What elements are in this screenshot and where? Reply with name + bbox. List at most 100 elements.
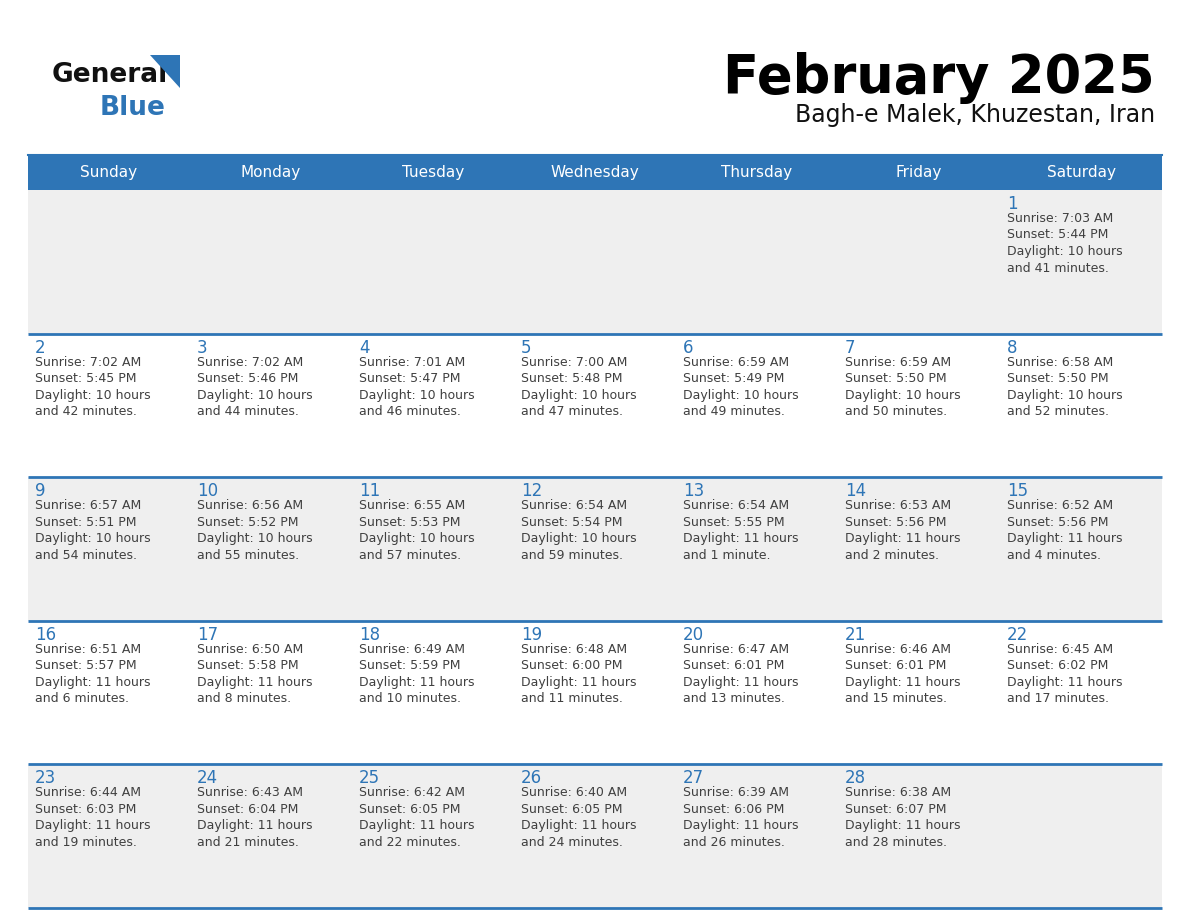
Text: Daylight: 11 hours: Daylight: 11 hours	[1007, 676, 1123, 688]
Bar	[352, 477, 514, 621]
Bar	[838, 477, 1000, 621]
Text: 26: 26	[522, 769, 542, 788]
Text: and 1 minute.: and 1 minute.	[683, 549, 771, 562]
Text: Daylight: 11 hours: Daylight: 11 hours	[845, 820, 961, 833]
Text: Sunrise: 6:59 AM: Sunrise: 6:59 AM	[683, 355, 789, 369]
Text: Sunset: 6:00 PM: Sunset: 6:00 PM	[522, 659, 623, 672]
Bar	[29, 765, 190, 908]
Text: Saturday: Saturday	[1047, 165, 1116, 180]
Bar	[676, 477, 838, 621]
Text: Sunrise: 7:03 AM: Sunrise: 7:03 AM	[1007, 212, 1113, 225]
Bar	[514, 477, 676, 621]
Bar	[1000, 621, 1162, 765]
Text: Sunrise: 6:44 AM: Sunrise: 6:44 AM	[34, 787, 141, 800]
Text: Daylight: 11 hours: Daylight: 11 hours	[683, 820, 798, 833]
Polygon shape	[150, 55, 181, 88]
Text: and 59 minutes.: and 59 minutes.	[522, 549, 623, 562]
Bar	[514, 155, 676, 190]
Bar	[676, 333, 838, 477]
Text: and 44 minutes.: and 44 minutes.	[197, 405, 299, 418]
Bar	[29, 333, 190, 477]
Text: Sunset: 5:45 PM: Sunset: 5:45 PM	[34, 372, 137, 385]
Bar	[838, 765, 1000, 908]
Bar	[676, 190, 838, 333]
Text: and 4 minutes.: and 4 minutes.	[1007, 549, 1101, 562]
Text: Sunrise: 6:49 AM: Sunrise: 6:49 AM	[359, 643, 465, 655]
Text: Sunset: 5:50 PM: Sunset: 5:50 PM	[845, 372, 947, 385]
Text: Sunset: 5:52 PM: Sunset: 5:52 PM	[197, 516, 298, 529]
Bar	[29, 155, 190, 190]
Text: Sunrise: 6:47 AM: Sunrise: 6:47 AM	[683, 643, 789, 655]
Text: Sunset: 6:01 PM: Sunset: 6:01 PM	[845, 659, 947, 672]
Bar	[190, 333, 352, 477]
Text: Daylight: 10 hours: Daylight: 10 hours	[34, 532, 151, 545]
Bar	[352, 190, 514, 333]
Text: Daylight: 10 hours: Daylight: 10 hours	[1007, 245, 1123, 258]
Text: 19: 19	[522, 626, 542, 644]
Text: 24: 24	[197, 769, 219, 788]
Text: Sunrise: 6:46 AM: Sunrise: 6:46 AM	[845, 643, 952, 655]
Bar	[190, 155, 352, 190]
Text: 13: 13	[683, 482, 704, 500]
Text: Daylight: 10 hours: Daylight: 10 hours	[683, 388, 798, 401]
Text: Daylight: 11 hours: Daylight: 11 hours	[197, 676, 312, 688]
Text: and 17 minutes.: and 17 minutes.	[1007, 692, 1110, 705]
Text: Daylight: 10 hours: Daylight: 10 hours	[197, 388, 312, 401]
Text: Sunset: 5:46 PM: Sunset: 5:46 PM	[197, 372, 298, 385]
Text: and 19 minutes.: and 19 minutes.	[34, 836, 137, 849]
Text: Sunrise: 6:56 AM: Sunrise: 6:56 AM	[197, 499, 303, 512]
Text: Sunrise: 6:59 AM: Sunrise: 6:59 AM	[845, 355, 952, 369]
Text: Sunset: 5:51 PM: Sunset: 5:51 PM	[34, 516, 137, 529]
Text: Daylight: 11 hours: Daylight: 11 hours	[34, 676, 151, 688]
Text: 27: 27	[683, 769, 704, 788]
Text: Sunday: Sunday	[81, 165, 138, 180]
Text: Sunrise: 6:54 AM: Sunrise: 6:54 AM	[522, 499, 627, 512]
Text: and 24 minutes.: and 24 minutes.	[522, 836, 623, 849]
Text: Daylight: 10 hours: Daylight: 10 hours	[522, 388, 637, 401]
Text: Daylight: 10 hours: Daylight: 10 hours	[359, 532, 475, 545]
Text: Blue: Blue	[100, 95, 166, 121]
Text: Sunrise: 6:43 AM: Sunrise: 6:43 AM	[197, 787, 303, 800]
Bar	[352, 765, 514, 908]
Text: Sunset: 5:59 PM: Sunset: 5:59 PM	[359, 659, 461, 672]
Text: Daylight: 10 hours: Daylight: 10 hours	[522, 532, 637, 545]
Text: General: General	[52, 62, 169, 88]
Text: Bagh-e Malek, Khuzestan, Iran: Bagh-e Malek, Khuzestan, Iran	[795, 103, 1155, 127]
Text: Sunrise: 6:38 AM: Sunrise: 6:38 AM	[845, 787, 952, 800]
Text: Sunset: 6:04 PM: Sunset: 6:04 PM	[197, 803, 298, 816]
Text: Sunrise: 6:52 AM: Sunrise: 6:52 AM	[1007, 499, 1113, 512]
Text: Sunrise: 7:02 AM: Sunrise: 7:02 AM	[197, 355, 303, 369]
Text: 4: 4	[359, 339, 369, 356]
Bar	[514, 190, 676, 333]
Text: 7: 7	[845, 339, 855, 356]
Text: 10: 10	[197, 482, 219, 500]
Text: 8: 8	[1007, 339, 1017, 356]
Text: and 21 minutes.: and 21 minutes.	[197, 836, 299, 849]
Text: 6: 6	[683, 339, 694, 356]
Text: 15: 15	[1007, 482, 1028, 500]
Text: Sunrise: 7:00 AM: Sunrise: 7:00 AM	[522, 355, 627, 369]
Text: 5: 5	[522, 339, 531, 356]
Text: Sunrise: 6:50 AM: Sunrise: 6:50 AM	[197, 643, 303, 655]
Text: 25: 25	[359, 769, 380, 788]
Text: 23: 23	[34, 769, 56, 788]
Bar	[29, 477, 190, 621]
Text: Sunrise: 6:48 AM: Sunrise: 6:48 AM	[522, 643, 627, 655]
Text: Sunrise: 6:55 AM: Sunrise: 6:55 AM	[359, 499, 466, 512]
Text: Sunset: 5:55 PM: Sunset: 5:55 PM	[683, 516, 784, 529]
Text: Daylight: 11 hours: Daylight: 11 hours	[683, 532, 798, 545]
Text: 12: 12	[522, 482, 542, 500]
Text: and 50 minutes.: and 50 minutes.	[845, 405, 947, 418]
Text: Tuesday: Tuesday	[402, 165, 465, 180]
Bar	[190, 621, 352, 765]
Text: Sunset: 6:01 PM: Sunset: 6:01 PM	[683, 659, 784, 672]
Text: Sunset: 5:58 PM: Sunset: 5:58 PM	[197, 659, 298, 672]
Bar	[352, 621, 514, 765]
Text: Sunrise: 6:45 AM: Sunrise: 6:45 AM	[1007, 643, 1113, 655]
Text: Daylight: 11 hours: Daylight: 11 hours	[522, 820, 637, 833]
Text: Daylight: 11 hours: Daylight: 11 hours	[683, 676, 798, 688]
Bar	[190, 765, 352, 908]
Bar	[838, 333, 1000, 477]
Text: 18: 18	[359, 626, 380, 644]
Bar	[838, 621, 1000, 765]
